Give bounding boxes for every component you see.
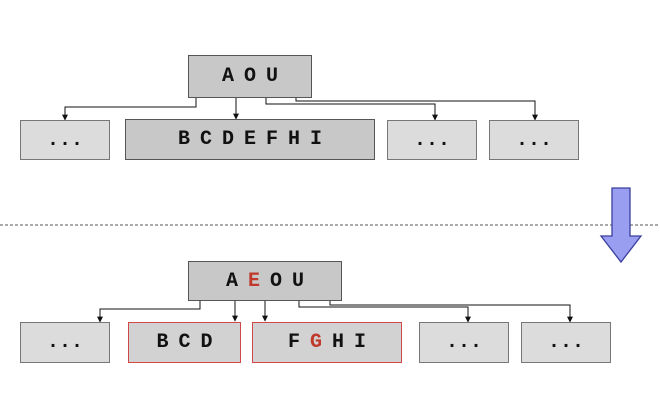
after-child-node-3: ... bbox=[419, 322, 509, 363]
after-child-node-1: B C D bbox=[128, 322, 241, 363]
key: A bbox=[225, 269, 238, 293]
after-pointer-3 bbox=[298, 301, 471, 323]
after-pointer-0 bbox=[97, 301, 201, 323]
key: C bbox=[178, 331, 191, 354]
key: A bbox=[221, 65, 234, 88]
key: I bbox=[310, 128, 323, 151]
before-connectors bbox=[62, 98, 538, 121]
key: I bbox=[354, 331, 367, 354]
ellipsis-label: ... bbox=[46, 331, 83, 354]
key: F bbox=[266, 128, 279, 151]
before-child-node-0: ... bbox=[20, 120, 110, 160]
before-pointer-2 bbox=[265, 98, 438, 121]
key: O bbox=[243, 65, 256, 88]
before-root-node: A O U bbox=[188, 55, 312, 98]
ellipsis-label: ... bbox=[515, 128, 552, 152]
key: D bbox=[200, 331, 213, 354]
before-child-node-1: B C D E F H I bbox=[125, 119, 375, 160]
after-pointer-4 bbox=[329, 301, 573, 323]
key: O bbox=[270, 269, 283, 293]
before-child-node-3: ... bbox=[489, 120, 579, 160]
promoted-key: E bbox=[247, 269, 260, 293]
after-root-node: A E O U bbox=[188, 261, 342, 301]
key: D bbox=[221, 128, 234, 151]
before-pointer-0 bbox=[62, 98, 197, 121]
ellipsis-label: ... bbox=[413, 128, 450, 152]
key: F bbox=[287, 331, 300, 354]
key: H bbox=[332, 331, 345, 354]
key: B bbox=[156, 331, 169, 354]
ellipsis-label: ... bbox=[46, 128, 83, 152]
before-child-node-2: ... bbox=[387, 120, 477, 160]
after-child-node-4: ... bbox=[521, 322, 611, 363]
inserted-key: G bbox=[309, 331, 322, 354]
key: B bbox=[177, 128, 190, 151]
key: E bbox=[243, 128, 256, 151]
ellipsis-label: ... bbox=[547, 331, 584, 354]
ellipsis-label: ... bbox=[445, 331, 482, 354]
after-child-node-2: F G H I bbox=[252, 322, 402, 363]
down-arrow-icon bbox=[599, 187, 643, 264]
key: U bbox=[292, 269, 305, 293]
key: U bbox=[266, 65, 279, 88]
after-connectors bbox=[97, 301, 573, 323]
after-child-node-0: ... bbox=[20, 322, 110, 363]
key: H bbox=[288, 128, 301, 151]
key: C bbox=[199, 128, 212, 151]
before-pointer-3 bbox=[295, 98, 538, 121]
